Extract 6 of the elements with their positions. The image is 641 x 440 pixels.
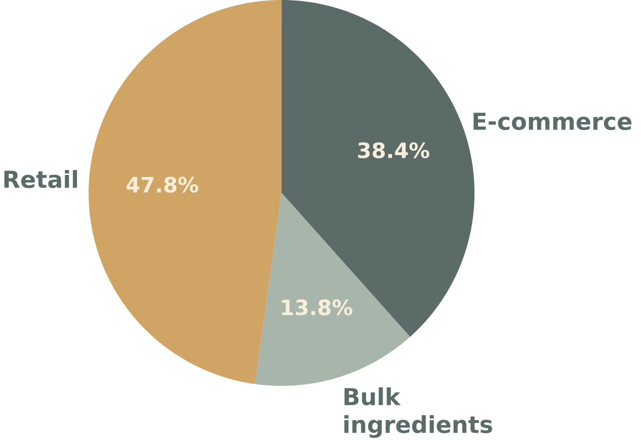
slice-label: E-commerce	[474, 112, 632, 130]
data-label: 38.4%	[358, 142, 430, 158]
slice-label: Retail	[4, 170, 77, 188]
slice-label: Bulk ingredients	[344, 387, 492, 438]
data-label: 47.8%	[126, 176, 198, 193]
data-label: 13.8%	[282, 299, 352, 316]
